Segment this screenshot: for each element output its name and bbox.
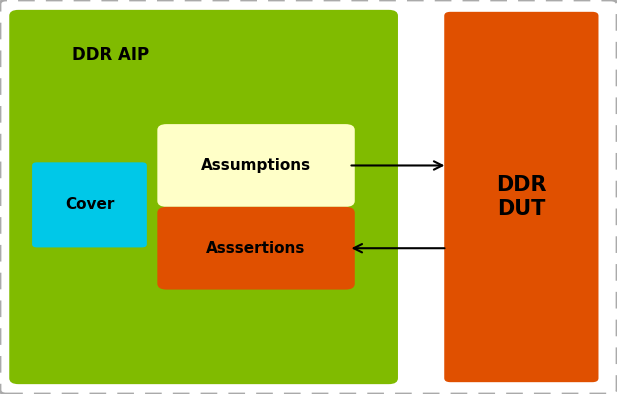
Text: DDR AIP: DDR AIP: [73, 46, 149, 64]
FancyBboxPatch shape: [9, 10, 398, 384]
FancyBboxPatch shape: [32, 162, 147, 247]
Text: Cover: Cover: [65, 197, 114, 212]
FancyBboxPatch shape: [157, 124, 355, 207]
Text: Assumptions: Assumptions: [201, 158, 311, 173]
FancyBboxPatch shape: [157, 207, 355, 290]
FancyBboxPatch shape: [444, 12, 598, 382]
Text: Asssertions: Asssertions: [206, 241, 306, 256]
Text: DDR
DUT: DDR DUT: [496, 175, 547, 219]
